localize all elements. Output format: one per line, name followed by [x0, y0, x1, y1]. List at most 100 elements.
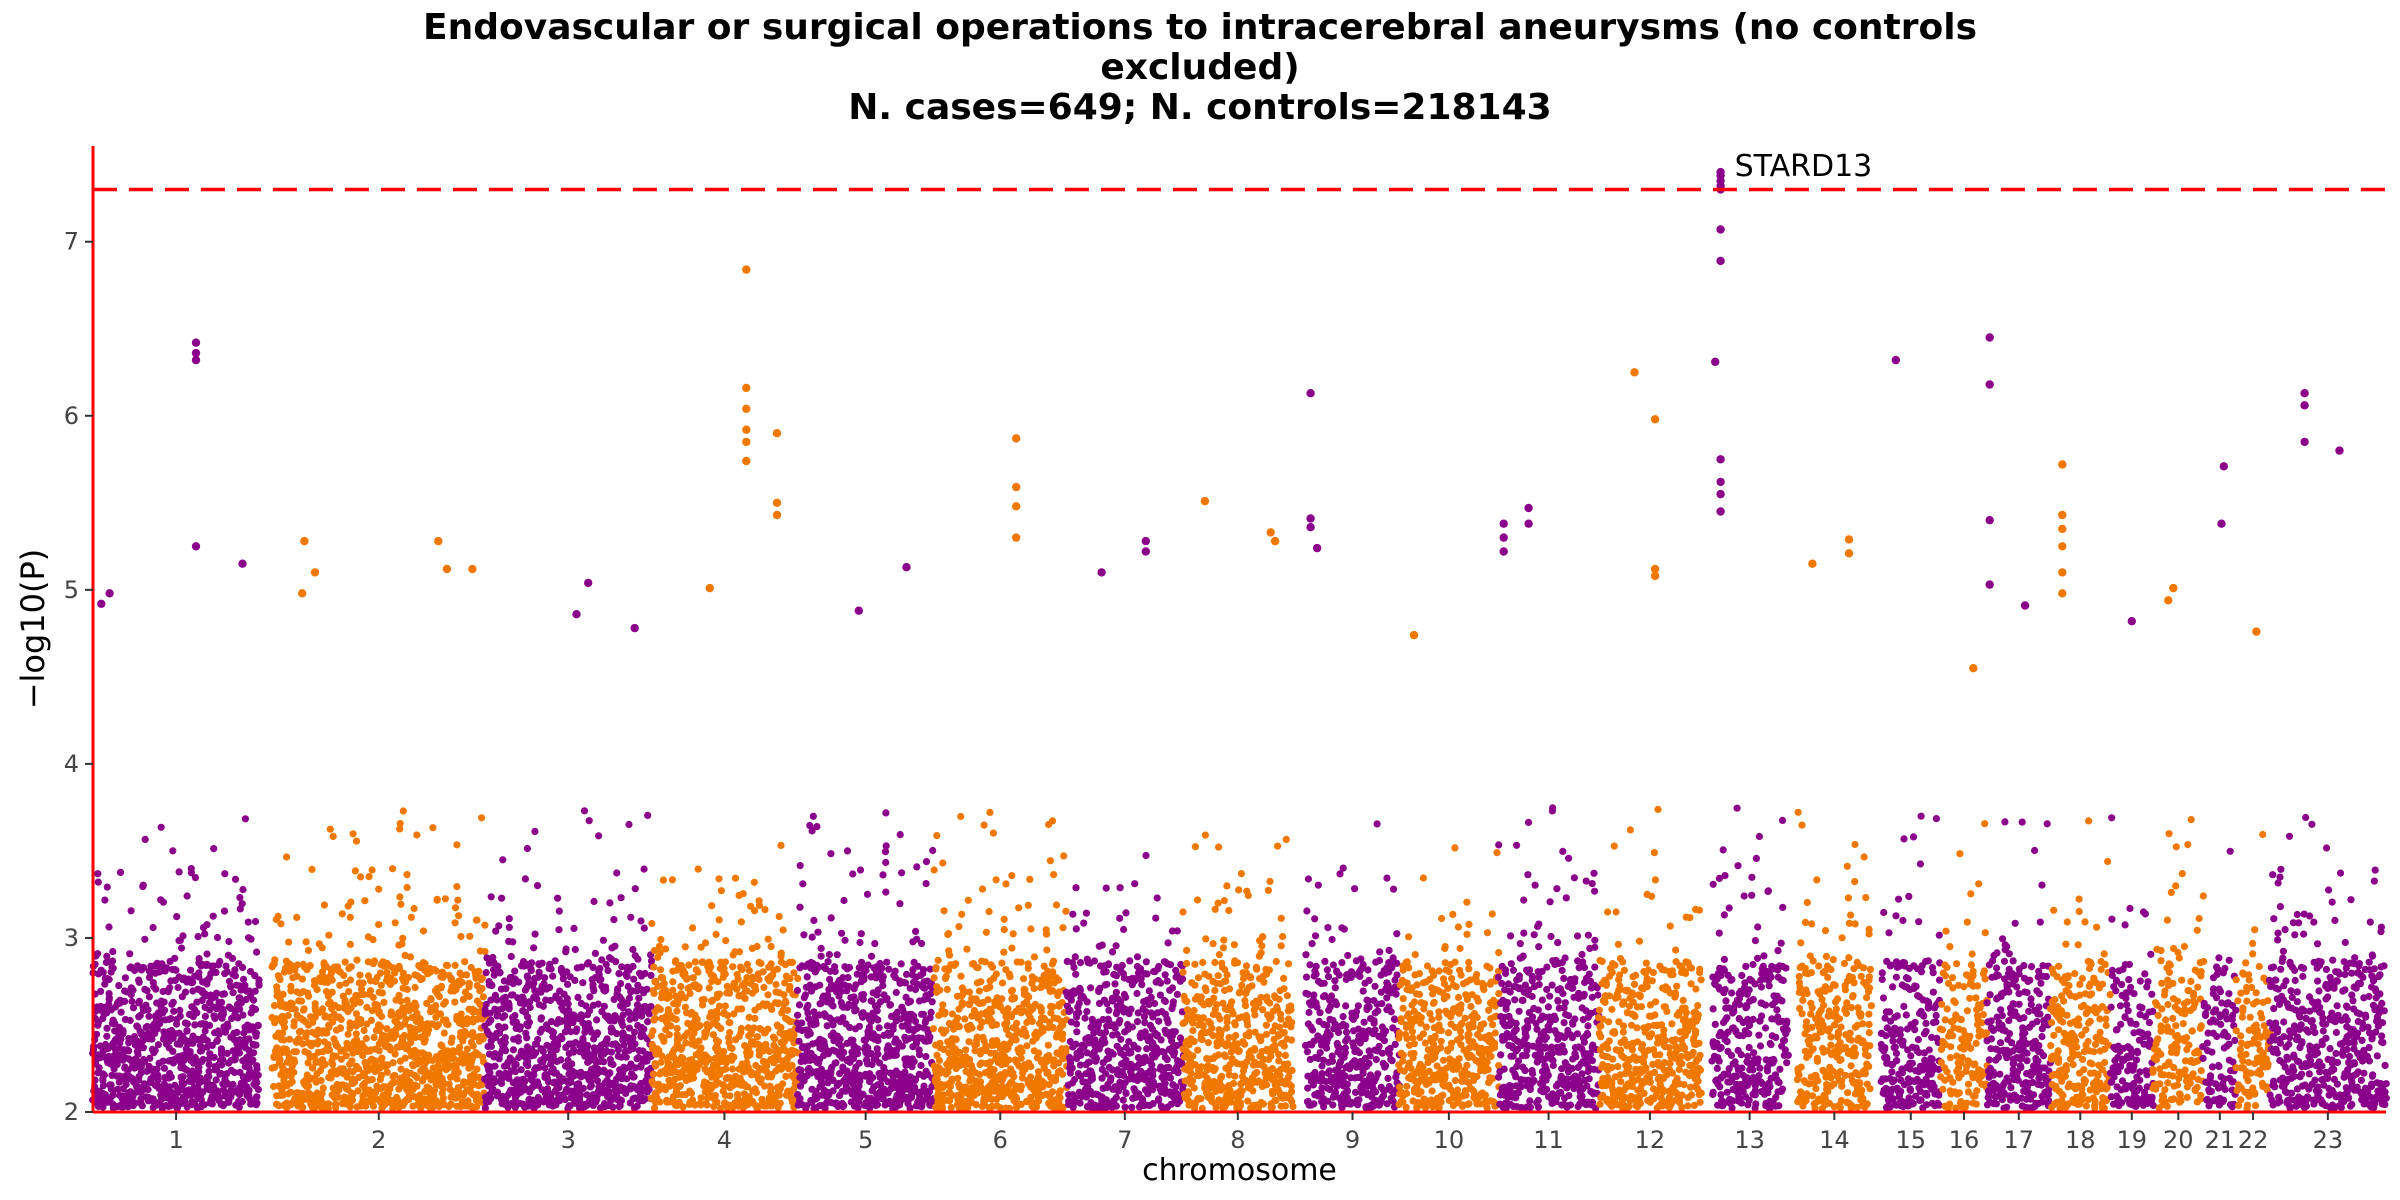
snp-point [346, 940, 354, 949]
snp-point [367, 1016, 375, 1024]
snp-point [798, 1019, 806, 1027]
snp-point [827, 981, 836, 989]
snp-point [191, 874, 199, 882]
snp-point [400, 1031, 408, 1040]
snp-point [154, 1041, 162, 1049]
snp-point [146, 1054, 154, 1062]
snp-point [918, 939, 926, 948]
snp-point [389, 865, 397, 873]
chromosome-2-points [268, 536, 490, 1113]
snp-point [239, 975, 248, 983]
snp-point [547, 965, 555, 973]
peak-point [742, 437, 751, 447]
snp-point [538, 959, 546, 967]
snp-point [159, 898, 167, 906]
snp-point [280, 1036, 288, 1044]
snp-point [978, 885, 987, 893]
snp-point [144, 1006, 152, 1014]
snp-point [730, 1053, 738, 1061]
snp-point [667, 1022, 675, 1030]
snp-point [1013, 1019, 1021, 1027]
snp-point [874, 1016, 882, 1024]
snp-point [570, 924, 578, 933]
snp-point [161, 1006, 169, 1014]
snp-point [1017, 958, 1025, 966]
snp-point [871, 940, 879, 948]
snp-point [705, 958, 713, 966]
snp-point [731, 874, 740, 882]
snp-point [637, 917, 645, 925]
snp-point [514, 1034, 522, 1042]
snp-point [511, 967, 519, 975]
snp-point [1058, 1070, 1067, 1078]
snp-point [700, 995, 708, 1004]
snp-point [737, 918, 746, 926]
snp-point [975, 987, 984, 995]
peak-point [772, 498, 782, 507]
snp-point [366, 987, 375, 995]
snp-point [181, 988, 190, 996]
snp-point [306, 962, 314, 970]
points-layer [89, 167, 2390, 1113]
snp-point [827, 850, 835, 858]
snp-point [139, 964, 147, 972]
snp-point [725, 1018, 733, 1027]
snp-point [845, 963, 854, 972]
snp-point [324, 1104, 332, 1112]
snp-point [524, 1062, 532, 1070]
snp-point [370, 1033, 378, 1042]
snp-point [840, 896, 848, 905]
snp-point [1050, 871, 1058, 879]
snp-point [425, 1051, 433, 1059]
snp-point [186, 1048, 194, 1056]
snp-point [336, 981, 344, 989]
snp-point [717, 1024, 725, 1032]
snp-point [139, 1037, 147, 1045]
snp-point [183, 1020, 191, 1028]
snp-point [705, 984, 713, 992]
peak-point [742, 265, 751, 274]
snp-point [1027, 1062, 1035, 1071]
snp-point [255, 976, 263, 984]
snp-point [919, 966, 928, 974]
snp-point [505, 915, 513, 923]
snp-point [318, 1089, 326, 1098]
peak-point [191, 355, 201, 365]
snp-point [435, 993, 443, 1001]
snp-point [810, 916, 818, 925]
snp-point [180, 1080, 188, 1088]
snp-point [915, 1051, 924, 1059]
snp-point [454, 1068, 462, 1076]
snp-point [720, 1066, 728, 1074]
snp-point [349, 1091, 357, 1099]
snp-point [275, 1102, 283, 1110]
snp-point [214, 1027, 222, 1035]
snp-point [793, 986, 802, 995]
snp-point [455, 912, 463, 920]
snp-point [863, 890, 872, 898]
snp-point [882, 888, 890, 896]
snp-point [630, 975, 638, 983]
snp-point [171, 1081, 179, 1089]
snp-point [285, 938, 293, 946]
snp-point [418, 1049, 427, 1057]
snp-point [491, 1062, 499, 1070]
snp-point [689, 974, 697, 982]
snp-point [112, 1058, 120, 1066]
snp-point [1002, 1021, 1010, 1029]
snp-point [600, 1058, 608, 1066]
snp-point [728, 1044, 736, 1052]
snp-point [643, 985, 651, 993]
snp-point [219, 1056, 227, 1064]
snp-point [494, 962, 502, 970]
snp-point [236, 1036, 244, 1044]
snp-point [179, 932, 187, 940]
snp-point [487, 1042, 495, 1050]
chart-title-line-2: excluded) [1100, 47, 1300, 88]
snp-point [473, 916, 481, 924]
snp-point [249, 996, 258, 1004]
snp-point [963, 945, 971, 953]
snp-point [517, 1066, 525, 1074]
snp-point [103, 1032, 111, 1040]
snp-point [1048, 817, 1057, 825]
